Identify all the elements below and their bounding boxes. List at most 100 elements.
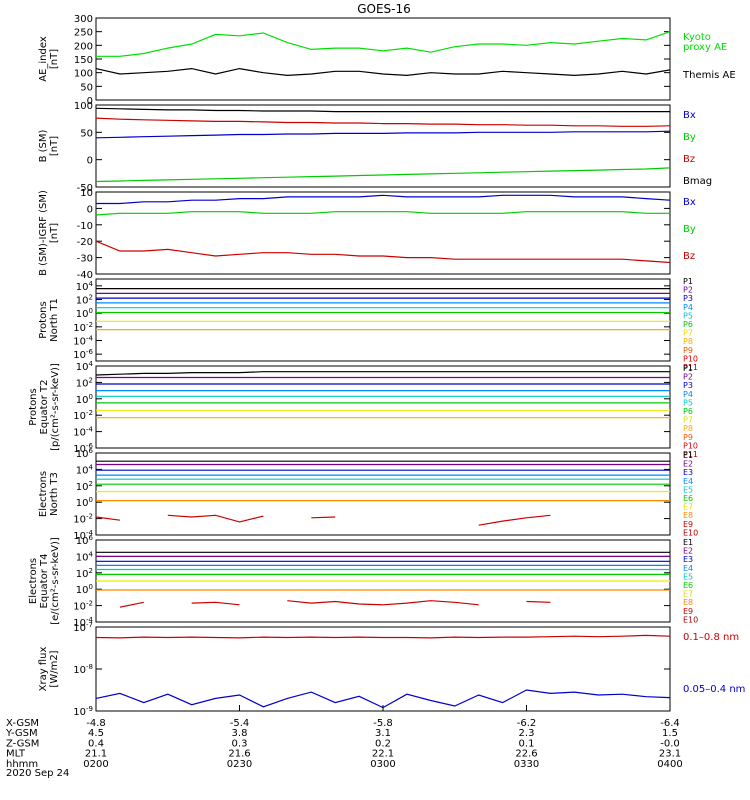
ephemeris-value: 21.1 bbox=[85, 749, 107, 760]
y-axis-label: B (SM)[nT] bbox=[38, 129, 60, 162]
y-axis-label: ElectronsNorth T3 bbox=[38, 471, 60, 517]
ephemeris-row-label: Z-GSM bbox=[6, 738, 39, 749]
legend-E2: E2 bbox=[683, 547, 693, 556]
series-line-Kyoto-proxy-AE bbox=[96, 31, 671, 57]
ephemeris-value: 0200 bbox=[83, 759, 108, 770]
y-tick-label: 10-4 bbox=[73, 335, 93, 348]
y-axis-label-line: [p/(cm²-s-sr-keV)] bbox=[50, 363, 61, 451]
legend-E4: E4 bbox=[683, 477, 693, 486]
y-tick-label: 0 bbox=[87, 96, 93, 107]
legend-P1: P1 bbox=[683, 364, 693, 373]
ephemeris-value: -5.8 bbox=[373, 718, 393, 729]
legend-E7: E7 bbox=[683, 503, 693, 512]
legend-E3: E3 bbox=[683, 555, 693, 564]
y-axis-label-line: B (SM)-IGRF (SM) bbox=[38, 190, 49, 276]
panel-frame bbox=[95, 104, 671, 188]
legend-P7: P7 bbox=[683, 416, 693, 425]
ephemeris-row-label: Y-GSM bbox=[5, 728, 38, 739]
y-tick-label: 102 bbox=[76, 480, 93, 493]
y-axis-label-line: AE_index bbox=[38, 36, 49, 82]
date-label: 2020 Sep 24 bbox=[6, 768, 69, 779]
legend-P10: P10 bbox=[683, 441, 698, 450]
legend-Bz: Bz bbox=[683, 251, 695, 262]
y-tick-label: 104 bbox=[76, 280, 94, 293]
y-tick-label: 10-2 bbox=[73, 321, 93, 334]
legend-E4: E4 bbox=[683, 564, 693, 573]
legend-P3: P3 bbox=[683, 381, 693, 390]
y-tick-label: 10-2 bbox=[73, 513, 93, 526]
legend-E9: E9 bbox=[683, 520, 693, 529]
legend-Bx: Bx bbox=[683, 197, 696, 208]
series-line-By bbox=[95, 211, 670, 216]
ephemeris-value: 3.8 bbox=[232, 728, 248, 739]
legend-E7: E7 bbox=[683, 590, 693, 599]
legend-E10: E10 bbox=[683, 528, 698, 537]
legend-0-1-0-8-nm: 0.1–0.8 nm bbox=[683, 632, 739, 643]
y-axis-label: AE_index[nT] bbox=[38, 36, 60, 82]
y-tick-label: -40 bbox=[77, 270, 93, 281]
series-line-Bx bbox=[95, 130, 671, 139]
legend-P4: P4 bbox=[683, 303, 693, 312]
y-tick-label: 100 bbox=[76, 496, 93, 509]
legend-0-05-0-4-nm: 0.05–0.4 nm bbox=[683, 684, 745, 695]
panel-frame bbox=[95, 278, 671, 362]
y-tick-label: 250 bbox=[74, 28, 93, 39]
ephemeris-value: 0330 bbox=[514, 759, 539, 770]
y-tick-label: 10 bbox=[80, 188, 93, 199]
y-tick-label: 106 bbox=[76, 447, 94, 460]
legend-P2: P2 bbox=[683, 373, 693, 382]
series-line-Bz bbox=[95, 117, 671, 127]
panel-8: 10-9 10-8 10-7 Xray flux[W/m2] 0.1–0.8 nm 0.0… bbox=[38, 621, 745, 718]
legend-Bmag: Bmag bbox=[683, 176, 712, 187]
y-tick-label: 104 bbox=[76, 463, 94, 476]
y-tick-label: 150 bbox=[74, 55, 93, 66]
legend-By: By bbox=[683, 224, 696, 235]
legend-P1: P1 bbox=[683, 277, 693, 286]
legend-E10: E10 bbox=[683, 615, 698, 624]
legend-E8: E8 bbox=[683, 598, 693, 607]
y-axis-label: ProtonsNorth T1 bbox=[38, 298, 60, 342]
y-tick-label: -50 bbox=[77, 183, 93, 194]
legend-P6: P6 bbox=[683, 320, 693, 329]
y-tick-label: 300 bbox=[74, 14, 93, 25]
legend-E3: E3 bbox=[683, 468, 693, 477]
ephemeris-value: 0.1 bbox=[519, 738, 535, 749]
y-tick-label: 100 bbox=[76, 307, 93, 320]
ephemeris-value: 2.3 bbox=[519, 728, 535, 739]
panels: 050100150200250300AE_index[nT]Kyotoproxy… bbox=[28, 14, 745, 718]
legend-E6: E6 bbox=[683, 581, 693, 590]
ephemeris-value: 21.6 bbox=[228, 749, 250, 760]
legend-P8: P8 bbox=[683, 337, 693, 346]
legend-Themis-AE: Themis AE bbox=[682, 70, 736, 81]
y-axis-label-line: North T3 bbox=[49, 472, 60, 516]
legend-P7: P7 bbox=[683, 329, 693, 338]
y-tick-label: 50 bbox=[80, 128, 93, 139]
y-axis-label: B (SM)-IGRF (SM)[nT] bbox=[38, 190, 60, 276]
ephemeris-value: 0400 bbox=[657, 759, 682, 770]
y-axis-label: ElectronsEquator T4[e/(cm²-s-sr-keV)] bbox=[28, 537, 61, 625]
y-tick-label: -10 bbox=[77, 221, 93, 232]
legend-P5: P5 bbox=[683, 398, 693, 407]
y-tick-label: 104 bbox=[76, 360, 94, 373]
ephemeris-value: -6.2 bbox=[517, 718, 537, 729]
legend-P8: P8 bbox=[683, 424, 693, 433]
ephemeris-value: 0.4 bbox=[88, 738, 104, 749]
legend-E8: E8 bbox=[683, 511, 693, 520]
ephemeris-value: 0230 bbox=[227, 759, 252, 770]
panel-frame bbox=[95, 626, 671, 712]
panel-frame bbox=[95, 365, 671, 449]
legend-P4: P4 bbox=[683, 390, 693, 399]
legend-P9: P9 bbox=[683, 433, 693, 442]
ephemeris-value: -0.0 bbox=[660, 738, 680, 749]
ephemeris-table: X-GSM -4.8 -5.4 -5.8 -6.2 -6.4 Y-GSM 4.5 3.8 3.1 2… bbox=[5, 705, 683, 770]
y-tick-label: 100 bbox=[76, 393, 93, 406]
legend-By: By bbox=[683, 132, 696, 143]
panel-3: -40 -30 -20 -10 0 10 B (SM)-IGRF (SM)[nT] Bx By B… bbox=[38, 188, 696, 281]
panel-1: 0 50 100 150 200 250 300 AE_index[nT] Kyotoproxy… bbox=[38, 14, 736, 107]
ephemeris-value: 0.3 bbox=[232, 738, 248, 749]
y-tick-label: 102 bbox=[76, 294, 93, 307]
y-tick-label: 10-2 bbox=[73, 409, 93, 422]
